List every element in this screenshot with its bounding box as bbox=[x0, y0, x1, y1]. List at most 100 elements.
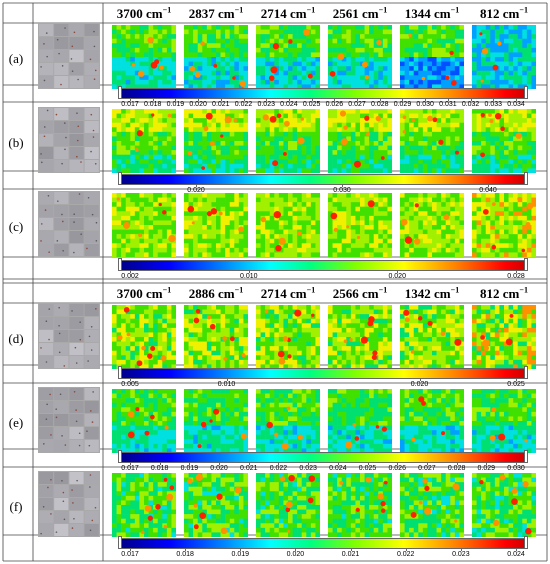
colorbar-tick-label: 0.031 bbox=[439, 101, 457, 108]
colorbar-tick-label: 0.022 bbox=[269, 465, 288, 472]
colorbar-tick bbox=[130, 378, 131, 381]
absorbance-map bbox=[184, 25, 248, 89]
colorbar: 0.002 0.010 0.020 0.028 bbox=[118, 258, 528, 284]
colorbar-tick bbox=[486, 462, 488, 465]
colorbar-tick-label: 0.020 bbox=[388, 273, 406, 280]
colorbar-tick-label: 0.010 bbox=[217, 381, 236, 388]
sample-photo bbox=[38, 303, 100, 369]
colorbar-tick bbox=[278, 462, 280, 465]
colorbar-tick-label: 0.028 bbox=[447, 465, 466, 472]
colorbar-tick bbox=[130, 98, 131, 101]
row-label: (b) bbox=[8, 135, 24, 150]
absorbance-map bbox=[256, 389, 320, 453]
column-header: 812 cm−1 bbox=[480, 285, 528, 301]
colorbar: 0.017 0.018 0.019 0.020 0.021 0.022 0.023 0.024… bbox=[118, 450, 528, 476]
colorbar-tick bbox=[185, 548, 187, 551]
colorbar-tick bbox=[189, 462, 191, 465]
colorbar-tick bbox=[470, 98, 472, 101]
colorbar-tick bbox=[266, 98, 268, 101]
colorbar-tick-label: 0.020 bbox=[210, 465, 228, 472]
row-label: (c) bbox=[8, 219, 24, 234]
colorbar-end-left bbox=[118, 86, 122, 99]
colorbar-tick bbox=[447, 98, 449, 101]
colorbar-tick-label: 0.040 bbox=[479, 187, 497, 194]
colorbar-tick-label: 0.027 bbox=[418, 465, 436, 472]
colorbar-tick-label: 0.017 bbox=[121, 551, 139, 558]
colorbar-gradient bbox=[120, 452, 526, 463]
colorbar-tick-label: 0.027 bbox=[348, 101, 366, 108]
colorbar-tick bbox=[397, 270, 399, 273]
colorbar-tick bbox=[311, 98, 313, 101]
colorbar-end-left bbox=[118, 366, 122, 379]
colorbar-tick-label: 0.018 bbox=[143, 101, 162, 108]
colorbar-tick-label: 0.028 bbox=[507, 273, 525, 280]
colorbar-tick bbox=[419, 378, 421, 381]
absorbance-map bbox=[256, 473, 320, 537]
colorbar: 0.005 0.010 0.020 0.025 bbox=[118, 366, 528, 392]
colorbar-tick bbox=[516, 378, 517, 381]
colorbar-end-left bbox=[118, 172, 122, 185]
colorbar-tick bbox=[130, 462, 131, 465]
absorbance-map bbox=[472, 193, 536, 257]
colorbar-tick bbox=[220, 98, 222, 101]
absorbance-map bbox=[112, 305, 176, 369]
absorbance-map bbox=[112, 109, 176, 173]
column-header: 3700 cm−1 bbox=[116, 5, 172, 21]
colorbar-tick bbox=[367, 462, 369, 465]
sample-photo bbox=[38, 387, 100, 453]
colorbar-tick bbox=[152, 98, 154, 101]
colorbar-tick-label: 0.033 bbox=[484, 101, 503, 108]
colorbar-tick bbox=[426, 462, 428, 465]
colorbar-tick bbox=[198, 98, 200, 101]
absorbance-map bbox=[112, 193, 176, 257]
absorbance-map bbox=[184, 473, 248, 537]
colorbar-end-right bbox=[524, 172, 528, 185]
colorbar-tick-label: 0.021 bbox=[212, 101, 230, 108]
colorbar-tick-label: 0.005 bbox=[121, 381, 139, 388]
absorbance-map bbox=[400, 305, 464, 369]
absorbance-map bbox=[400, 193, 464, 257]
colorbar-tick bbox=[288, 98, 290, 101]
absorbance-map bbox=[328, 473, 392, 537]
absorbance-map bbox=[400, 473, 464, 537]
colorbar-gradient bbox=[120, 260, 526, 271]
colorbar-end-right bbox=[524, 536, 528, 549]
colorbar-gradient bbox=[120, 174, 526, 185]
row-label: (e) bbox=[8, 415, 24, 430]
colorbar-tick-label: 0.029 bbox=[393, 101, 412, 108]
colorbar-tick-label: 0.019 bbox=[231, 551, 250, 558]
colorbar-tick-label: 0.024 bbox=[329, 465, 347, 472]
colorbar-tick-label: 0.002 bbox=[121, 273, 139, 280]
colorbar-tick-label: 0.025 bbox=[302, 101, 321, 108]
colorbar-tick-label: 0.019 bbox=[166, 101, 185, 108]
absorbance-map bbox=[256, 109, 320, 173]
absorbance-map bbox=[112, 473, 176, 537]
absorbance-map bbox=[256, 305, 320, 369]
absorbance-map bbox=[472, 305, 536, 369]
colorbar-tick bbox=[243, 98, 245, 101]
colorbar-tick-label: 0.023 bbox=[257, 101, 275, 108]
colorbar-tick-label: 0.019 bbox=[180, 465, 199, 472]
absorbance-map bbox=[256, 25, 320, 89]
colorbar-tick-label: 0.030 bbox=[416, 101, 434, 108]
colorbar-end-right bbox=[524, 86, 528, 99]
column-header: 3700 cm−1 bbox=[116, 285, 172, 301]
colorbar-tick bbox=[196, 184, 197, 187]
column-header: 2714 cm−1 bbox=[260, 5, 316, 21]
colorbar-tick-label: 0.022 bbox=[234, 101, 253, 108]
colorbar-tick-label: 0.017 bbox=[121, 101, 139, 108]
colorbar-end-left bbox=[118, 258, 122, 271]
colorbar-tick-label: 0.020 bbox=[410, 381, 429, 388]
colorbar-tick bbox=[350, 548, 352, 551]
row-label: (a) bbox=[8, 51, 24, 66]
column-header: 2837 cm−1 bbox=[188, 5, 244, 21]
colorbar-tick-label: 0.029 bbox=[477, 465, 496, 472]
colorbar-tick-label: 0.018 bbox=[150, 465, 169, 472]
sample-photo bbox=[38, 191, 100, 257]
colorbar-tick bbox=[334, 98, 336, 101]
colorbar-tick bbox=[379, 98, 381, 101]
absorbance-map bbox=[256, 193, 320, 257]
colorbar-tick-label: 0.020 bbox=[189, 101, 207, 108]
colorbar-tick-label: 0.021 bbox=[240, 465, 258, 472]
colorbar-tick-label: 0.028 bbox=[370, 101, 389, 108]
